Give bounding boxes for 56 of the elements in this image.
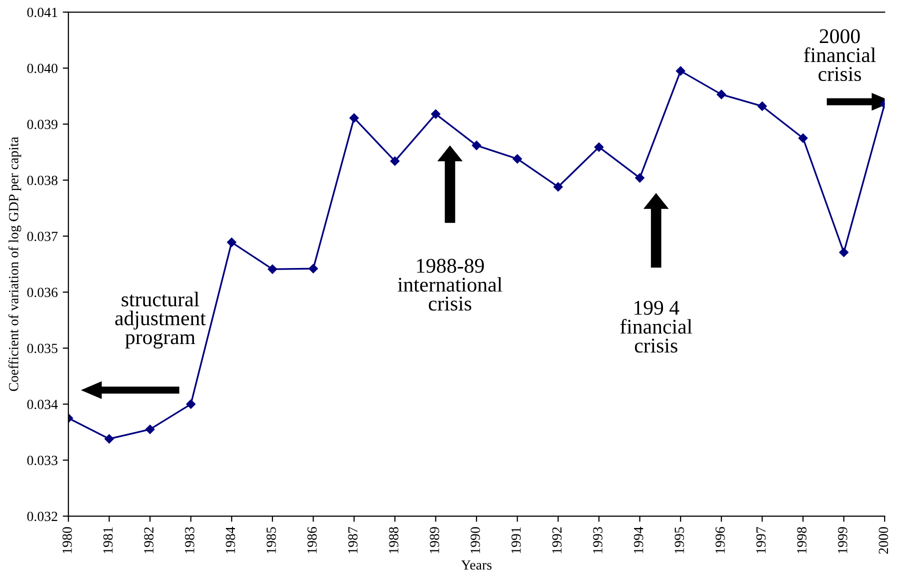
point: [798, 134, 808, 143]
x-tick-label: 1995: [674, 527, 684, 554]
point: [227, 238, 236, 247]
y-axis-title: Coefficient of variation of log GDP per capita: [8, 136, 22, 392]
x-tick-label: 1988: [389, 527, 398, 554]
point: [431, 109, 440, 119]
point: [512, 154, 522, 164]
x-tick-label: 1983: [184, 527, 194, 554]
annotation: 199 4 financial crisis: [620, 300, 692, 353]
x-tick-label: 1998: [797, 527, 806, 554]
point: [268, 264, 278, 274]
annotation: structural adjustment program: [115, 292, 206, 349]
x-tick-label: 1982: [144, 527, 154, 554]
point: [390, 156, 400, 166]
x-tick-label: 1980: [62, 527, 72, 554]
x-tick-label: 1996: [716, 526, 725, 554]
y-tick-label: 0.035: [27, 344, 58, 354]
point: [635, 173, 644, 183]
x-tick-label: 2000: [878, 527, 888, 554]
y-tick-label: 0.041: [27, 8, 58, 18]
x-tick-label: 1994: [634, 526, 644, 554]
point: [676, 66, 686, 76]
y-tick-label: 0.033: [27, 456, 58, 466]
point: [308, 264, 318, 274]
point: [716, 90, 726, 100]
x-tick-label: 1985: [266, 527, 276, 554]
y-tick-label: 0.038: [27, 176, 58, 186]
x-tick-label: 1991: [511, 527, 521, 554]
annotation: 2000 financial crisis: [804, 29, 876, 82]
x-tick-label: 1992: [552, 527, 562, 554]
x-tick-label: 1987: [348, 526, 358, 554]
point: [472, 140, 482, 150]
x-axis-title: Years: [461, 560, 492, 570]
x-tick-label: 1990: [470, 527, 480, 554]
x-tick-label: 1993: [593, 527, 602, 554]
x-tick-label: 1999: [838, 527, 848, 554]
x-tick-label: 1986: [307, 526, 317, 554]
x-tick-label: 1997: [756, 526, 766, 554]
y-tick-label: 0.039: [27, 120, 58, 130]
point: [145, 424, 155, 434]
y-tick-label: 0.037: [27, 232, 58, 242]
point: [758, 102, 767, 111]
y-tick-label: 0.032: [27, 512, 58, 522]
x-tick-label: 1981: [103, 527, 113, 554]
x-tick-label: 1989: [430, 527, 440, 554]
point: [554, 182, 563, 192]
y-tick-label: 0.034: [27, 400, 58, 410]
point: [349, 113, 359, 123]
point: [186, 400, 196, 409]
y-tick-label: 0.036: [27, 288, 58, 298]
y-tick-label: 0.040: [27, 64, 58, 74]
point: [104, 434, 114, 444]
point: [594, 142, 604, 152]
point: [839, 248, 848, 258]
annotation: 1988-89 international crisis: [398, 258, 502, 311]
x-tick-label: 1984: [226, 526, 236, 554]
